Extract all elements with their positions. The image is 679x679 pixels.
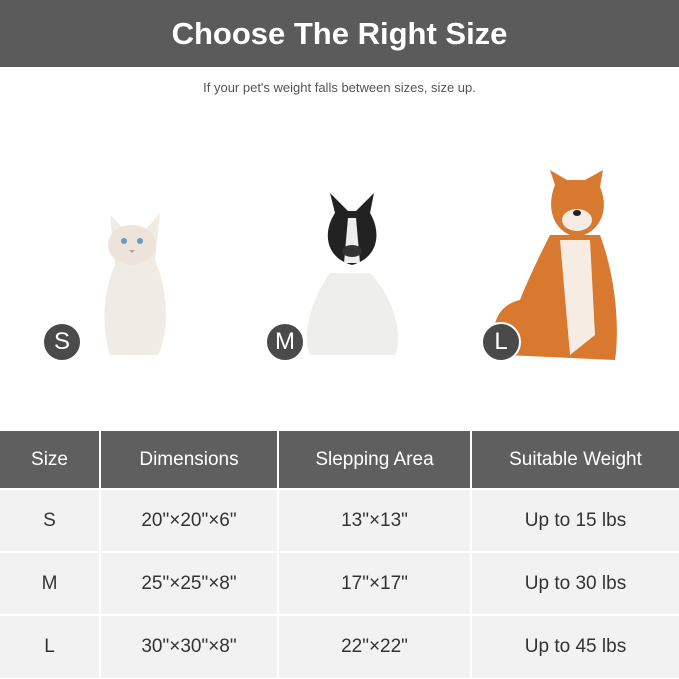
weight-cell: Up to 45 lbs	[470, 614, 679, 678]
size-cell: L	[0, 614, 100, 678]
page-title: Choose The Right Size	[171, 15, 508, 51]
weight-cell: Up to 30 lbs	[470, 551, 679, 615]
dimensions-cell: 25"×25"×8"	[99, 551, 278, 615]
weight-cell: Up to 15 lbs	[470, 488, 679, 552]
table-row: L 30"×30"×8" 22"×22" Up to 45 lbs	[0, 614, 679, 678]
table-row: S 20"×20"×6" 13"×13" Up to 15 lbs	[0, 488, 679, 552]
column-header-sleeping-area: Slepping Area	[277, 431, 471, 489]
size-cell: S	[0, 488, 100, 552]
size-badge-s: S	[42, 322, 82, 362]
table-header-row: Size Dimensions Slepping Area Suitable W…	[0, 431, 679, 489]
column-header-dimensions: Dimensions	[99, 431, 278, 489]
sleeping-area-cell: 13"×13"	[277, 488, 471, 552]
french-bulldog-image	[306, 193, 399, 355]
size-badge-m: M	[265, 322, 305, 362]
sleeping-area-cell: 22"×22"	[277, 614, 471, 678]
dimensions-cell: 30"×30"×8"	[99, 614, 278, 678]
column-header-size: Size	[0, 431, 100, 489]
size-chart-table: Size Dimensions Slepping Area Suitable W…	[0, 431, 679, 678]
size-badge-l: L	[481, 322, 521, 362]
subtitle: If your pet's weight falls between sizes…	[203, 80, 476, 95]
title-banner: Choose The Right Size	[0, 0, 679, 67]
dimensions-cell: 20"×20"×6"	[99, 488, 278, 552]
size-cell: M	[0, 551, 100, 615]
table-row: M 25"×25"×8" 17"×17" Up to 30 lbs	[0, 551, 679, 615]
column-header-suitable-weight: Suitable Weight	[470, 431, 679, 489]
sleeping-area-cell: 17"×17"	[277, 551, 471, 615]
cat-image	[104, 213, 166, 355]
shiba-inu-image	[494, 170, 617, 360]
